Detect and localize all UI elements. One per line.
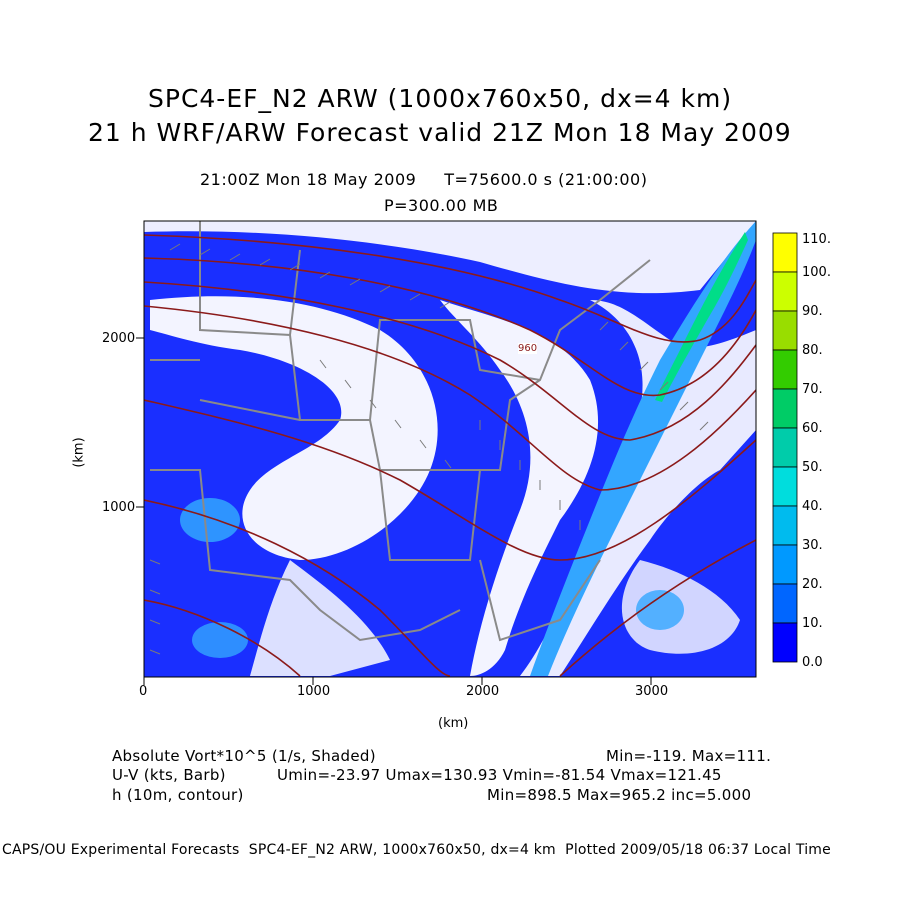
colorbar-box-20: [772, 583, 798, 624]
legend-barb-label: U-V (kts, Barb): [112, 766, 226, 784]
y-tick-2000: 2000: [102, 331, 136, 346]
axis-ticks: [136, 337, 652, 685]
colorbar-label-70: 70.: [802, 382, 823, 397]
vorticity-patch-east: [636, 590, 684, 630]
x-tick-3000: 3000: [635, 684, 669, 699]
colorbar-label-90: 90.: [802, 304, 823, 319]
contour-label: 960: [518, 343, 538, 354]
colorbar-box-80: [772, 349, 798, 390]
colorbar-box-100: [772, 271, 798, 312]
colorbar-box-90: [772, 310, 798, 351]
vorticity-patch-south: [192, 622, 248, 658]
y-axis-label: (km): [71, 437, 87, 468]
wind-barbs: [149, 243, 709, 655]
colorbar-box-110: [772, 232, 798, 273]
vorticity-white-swirl-west: [150, 296, 438, 560]
pressure-level-label: P=300.00 MB: [384, 196, 499, 215]
legend-contour-range: Min=898.5 Max=965.2 inc=5.000: [487, 786, 752, 804]
title-line-1: SPC4-EF_N2 ARW (1000x760x50, dx=4 km): [148, 84, 733, 113]
vorticity-positive-streak: [530, 221, 756, 676]
vorticity-max-streak: [655, 232, 748, 402]
colorbar-label-80: 80.: [802, 343, 823, 358]
vorticity-field: [144, 221, 756, 677]
colorbar-box-70: [772, 388, 798, 429]
colorbar-label-10: 10.: [802, 616, 823, 631]
colorbar-label-110: 110.: [802, 232, 831, 247]
legend-contour-label: h (10m, contour): [112, 786, 244, 804]
colorbar-box-60: [772, 427, 798, 468]
geographic-boundaries: [150, 221, 651, 642]
colorbar-label-0: 0.0: [802, 655, 823, 670]
vorticity-white-band-north: [144, 221, 756, 294]
x-tick-2000: 2000: [466, 684, 500, 699]
title-line-2: 21 h WRF/ARW Forecast valid 21Z Mon 18 M…: [88, 118, 792, 147]
height-contours: [144, 234, 756, 677]
vorticity-patch-southwest: [180, 498, 240, 542]
valid-time-line: 21:00Z Mon 18 May 2009 T=75600.0 s (21:0…: [200, 170, 648, 189]
x-axis-label: (km): [438, 716, 469, 731]
vorticity-white-south: [250, 560, 390, 676]
colorbar-box-30: [772, 544, 798, 585]
legend-barb-range: Umin=-23.97 Umax=130.93 Vmin=-81.54 Vmax…: [277, 766, 722, 784]
colorbar: [772, 232, 798, 663]
legend-shading-label: Absolute Vort*10^5 (1/s, Shaded): [112, 747, 376, 765]
colorbar-label-40: 40.: [802, 499, 823, 514]
x-tick-0: 0: [139, 684, 148, 699]
colorbar-label-50: 50.: [802, 460, 823, 475]
colorbar-box-10: [772, 622, 798, 663]
colorbar-box-50: [772, 466, 798, 507]
plot-frame: [143, 220, 757, 678]
colorbar-label-100: 100.: [802, 265, 831, 280]
footer-credit: CAPS/OU Experimental Forecasts SPC4-EF_N…: [2, 842, 831, 858]
legend-shading-range: Min=-119. Max=111.: [606, 747, 772, 765]
x-tick-1000: 1000: [297, 684, 331, 699]
vorticity-white-swirl-central: [440, 300, 599, 676]
y-tick-1000: 1000: [102, 500, 136, 515]
colorbar-label-20: 20.: [802, 577, 823, 592]
colorbar-label-60: 60.: [802, 421, 823, 436]
colorbar-label-30: 30.: [802, 538, 823, 553]
colorbar-box-40: [772, 505, 798, 546]
